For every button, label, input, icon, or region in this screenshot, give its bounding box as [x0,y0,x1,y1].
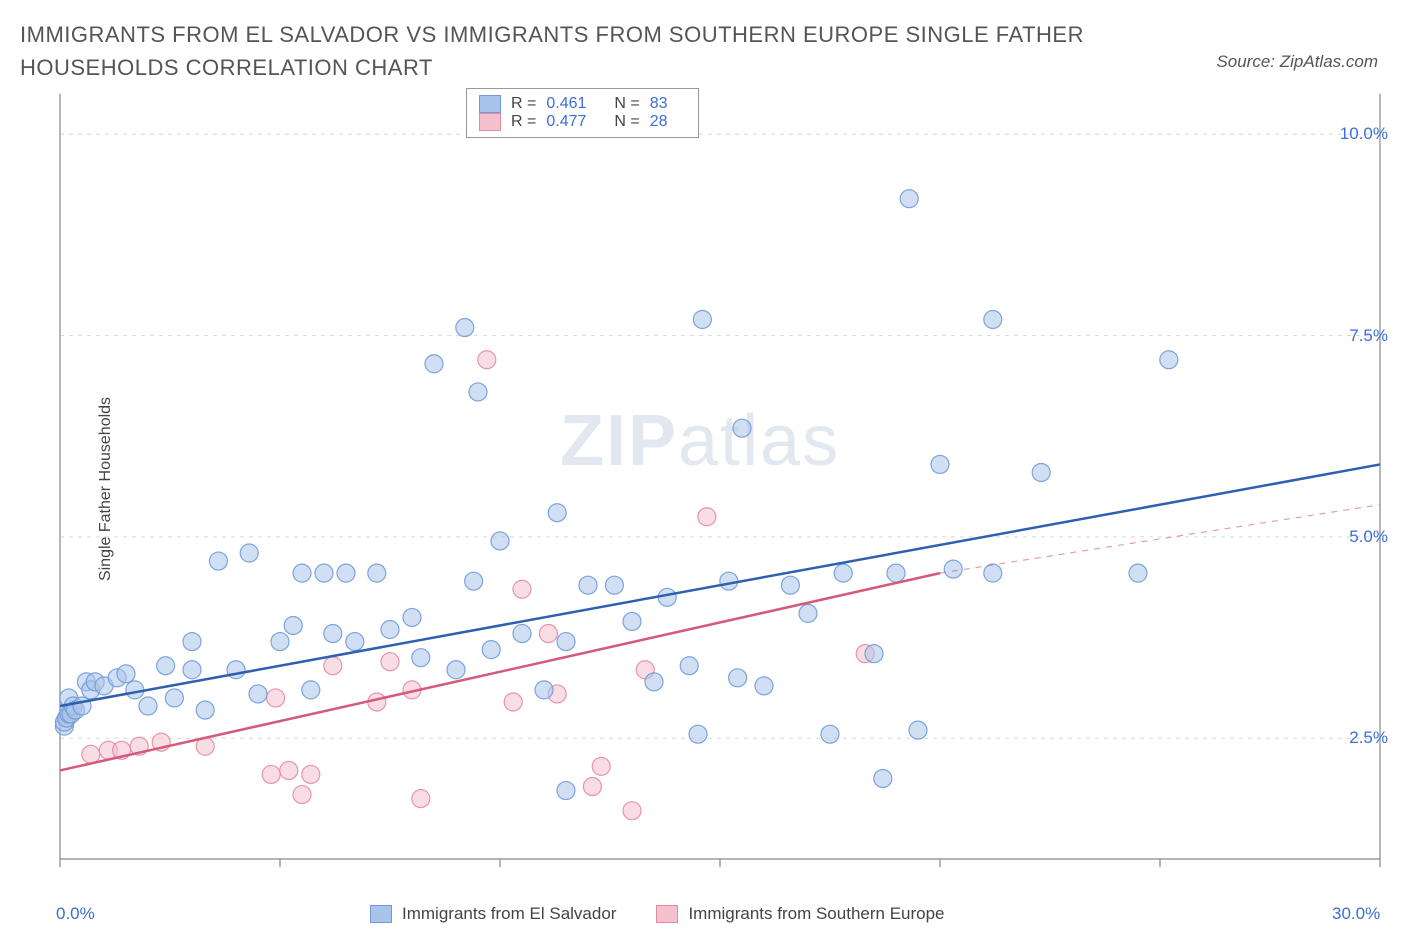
source-label: Source: ZipAtlas.com [1216,52,1378,72]
legend-swatch [370,905,392,923]
legend-stats: R = 0.461 N = 83 R = 0.477 N = 28 [466,88,699,138]
n-value: 28 [650,113,668,131]
legend-label: Immigrants from El Salvador [402,904,616,924]
legend-stat-row: R = 0.461 N = 83 [479,95,686,113]
n-value: 83 [650,95,668,113]
y-tick-label: 7.5% [1349,326,1388,346]
n-label: N = [614,95,639,113]
legend-swatch [479,113,501,131]
chart-title: IMMIGRANTS FROM EL SALVADOR VS IMMIGRANT… [20,18,1120,84]
legend-label: Immigrants from Southern Europe [688,904,944,924]
chart-area [52,88,1392,882]
r-label: R = [511,113,536,131]
r-value: 0.461 [546,95,586,113]
x-axis-min-label: 0.0% [56,904,95,924]
legend-stat-row: R = 0.477 N = 28 [479,113,686,131]
legend-item: Immigrants from Southern Europe [656,904,944,924]
y-tick-label: 2.5% [1349,728,1388,748]
r-value: 0.477 [546,113,586,131]
legend-swatch [479,95,501,113]
legend-item: Immigrants from El Salvador [370,904,616,924]
scatter-plot-svg [52,88,1392,882]
r-label: R = [511,95,536,113]
n-label: N = [614,113,639,131]
x-axis-max-label: 30.0% [1332,904,1380,924]
y-tick-label: 10.0% [1340,124,1388,144]
legend-series: Immigrants from El Salvador Immigrants fr… [370,904,945,924]
legend-swatch [656,905,678,923]
y-tick-label: 5.0% [1349,527,1388,547]
